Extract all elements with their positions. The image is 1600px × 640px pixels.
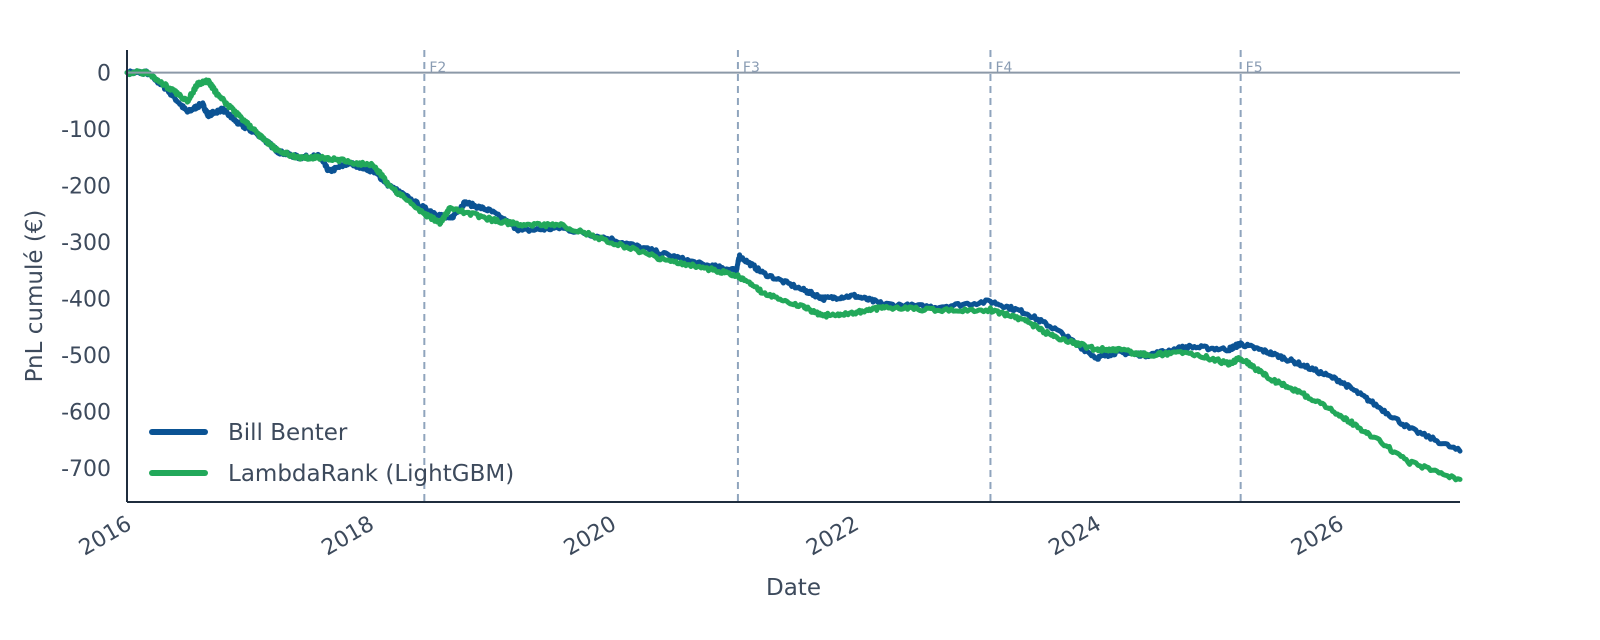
legend-label-bill-benter: Bill Benter bbox=[228, 420, 348, 446]
x-tick-labels: 2016 2018 2020 2022 2024 2026 bbox=[75, 512, 1348, 562]
y-tick-label: -600 bbox=[61, 401, 111, 426]
y-axis-title: PnL cumulé (€) bbox=[22, 210, 48, 383]
y-tick-label: -300 bbox=[61, 231, 111, 256]
y-tick-label: -700 bbox=[61, 457, 111, 482]
fold-markers: F2 F3 F4 F5 bbox=[423, 50, 1263, 502]
y-tick-label: -100 bbox=[61, 118, 111, 143]
x-axis-title: Date bbox=[766, 575, 821, 601]
series-line-bill-benter bbox=[124, 68, 1463, 454]
series-lines bbox=[124, 68, 1463, 483]
x-tick-label: 2022 bbox=[802, 512, 863, 562]
x-tick-label: 2026 bbox=[1287, 512, 1348, 562]
legend: Bill Benter LambdaRank (LightGBM) bbox=[149, 420, 514, 487]
y-tick-label: -400 bbox=[61, 288, 111, 313]
x-tick-label: 2018 bbox=[318, 512, 379, 562]
x-tick-label: 2020 bbox=[560, 512, 621, 562]
x-tick-label: 2024 bbox=[1045, 512, 1106, 562]
y-tick-labels: 0 -100 -200 -300 -400 -500 -600 -700 bbox=[61, 62, 111, 483]
y-tick-label: -500 bbox=[61, 344, 111, 369]
series-line-lambdarank-lightgbm bbox=[124, 68, 1463, 483]
y-tick-label: 0 bbox=[97, 62, 111, 87]
y-tick-label: -200 bbox=[61, 175, 111, 200]
legend-label-lambdarank: LambdaRank (LightGBM) bbox=[228, 461, 514, 487]
x-tick-label: 2016 bbox=[75, 512, 136, 562]
